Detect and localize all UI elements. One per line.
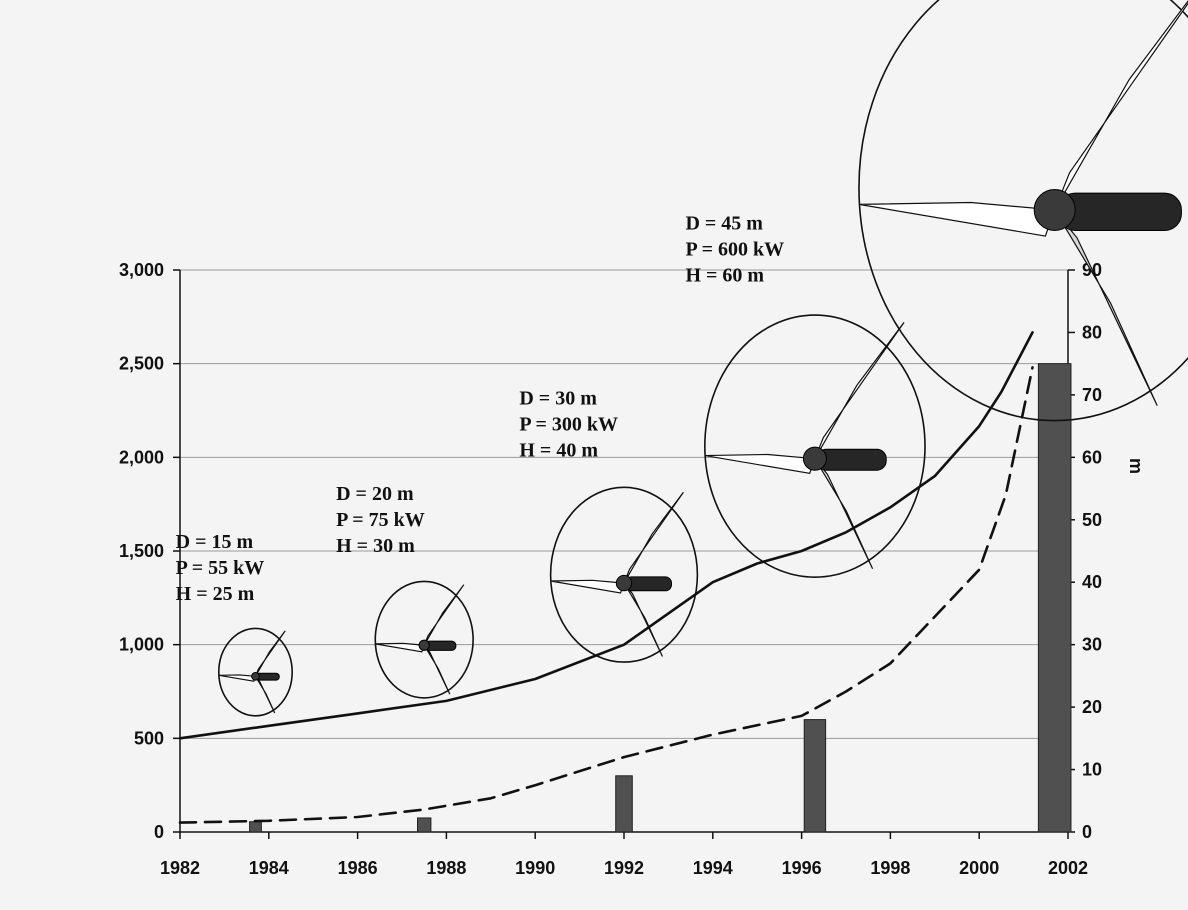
blade: [254, 630, 286, 677]
right-tick-label: 0: [1082, 822, 1092, 842]
bottom-tick-label: 1982: [160, 858, 200, 878]
turbine-illustrations: [217, 0, 1188, 717]
right-tick-label: 40: [1082, 572, 1102, 592]
hub: [251, 671, 260, 681]
turbine-annotation-line: P = 55 kW: [176, 557, 265, 579]
blade: [423, 584, 465, 646]
hub: [1033, 188, 1076, 231]
bottom-tick-label: 1992: [604, 858, 644, 878]
left-tick-label: 0: [154, 822, 164, 842]
turbine-annotation-line: H = 25 m: [176, 583, 255, 605]
rotor-circle: [858, 0, 1188, 422]
turbine-icon: [704, 314, 926, 578]
turbine-annotation-line: H = 60 m: [685, 264, 764, 286]
bar: [615, 775, 633, 833]
blade: [814, 322, 905, 459]
hub: [615, 574, 633, 592]
nacelle: [1057, 192, 1182, 231]
turbine-annotation-line: P = 600 kW: [685, 238, 784, 260]
turbine-annotation-line: H = 40 m: [519, 439, 598, 461]
solid-series-line: [178, 331, 1034, 740]
turbine-annotations: D = 15 m P = 55 kW H = 25 m D = 20 m P = 75 …: [176, 212, 784, 605]
turbine-annotation-line: D = 15 m: [176, 531, 254, 553]
blade: [1054, 0, 1188, 211]
nacelle: [816, 448, 887, 471]
turbine-icon: [374, 580, 474, 699]
dashed-series-line: [178, 366, 1034, 824]
rotor-circle: [549, 486, 699, 663]
turbine-icon: [217, 627, 293, 717]
blade: [623, 491, 684, 584]
right-tick-label: 20: [1082, 697, 1102, 717]
right-tick-label: 70: [1082, 385, 1102, 405]
right-tick-label: 30: [1082, 635, 1102, 655]
right-tick-label: 60: [1082, 447, 1102, 467]
left-tick-label: 2,000: [119, 447, 164, 467]
bottom-tick-label: 1996: [782, 858, 822, 878]
turbine-annotation-line: D = 20 m: [336, 483, 414, 505]
bar: [803, 719, 827, 833]
bottom-tick-label: 1984: [249, 858, 289, 878]
bottom-tick-label: 1994: [693, 858, 733, 878]
bottom-tick-label: 1990: [515, 858, 555, 878]
bottom-tick-label: 1986: [338, 858, 378, 878]
left-tick-label: 3,000: [119, 260, 164, 280]
series-lines: [178, 331, 1034, 824]
turbine-annotation-line: D = 30 m: [519, 387, 597, 409]
turbine-annotation-line: H = 30 m: [336, 535, 415, 557]
bars: [249, 363, 1072, 833]
left-tick-label: 2,500: [119, 354, 164, 374]
left-tick-label: 500: [134, 728, 164, 748]
rotor-circle: [374, 580, 474, 699]
rotor-circle: [704, 314, 926, 578]
left-tick-label: 1,000: [119, 635, 164, 655]
rotor-circle: [217, 627, 293, 717]
turbine-annotation-line: P = 300 kW: [519, 413, 618, 435]
turbine-annotation-line: D = 45 m: [685, 212, 763, 234]
bottom-tick-label: 2000: [959, 858, 999, 878]
bar: [249, 821, 262, 833]
hub: [802, 446, 827, 471]
turbine-icon: [549, 486, 699, 663]
bar: [417, 817, 432, 833]
bottom-tick-label: 1998: [870, 858, 910, 878]
bottom-tick-label: 2002: [1048, 858, 1088, 878]
left-tick-label: 1,500: [119, 541, 164, 561]
turbine-annotation-line: P = 75 kW: [336, 509, 425, 531]
right-tick-label: 50: [1082, 510, 1102, 530]
right-tick-label: 80: [1082, 322, 1102, 342]
right-axis-label: m: [1126, 458, 1146, 474]
turbine-icon: [858, 0, 1188, 422]
bottom-tick-label: 1988: [426, 858, 466, 878]
hub: [418, 639, 430, 651]
right-tick-label: 10: [1082, 760, 1102, 780]
nacelle: [624, 576, 673, 592]
bar: [1037, 363, 1072, 833]
